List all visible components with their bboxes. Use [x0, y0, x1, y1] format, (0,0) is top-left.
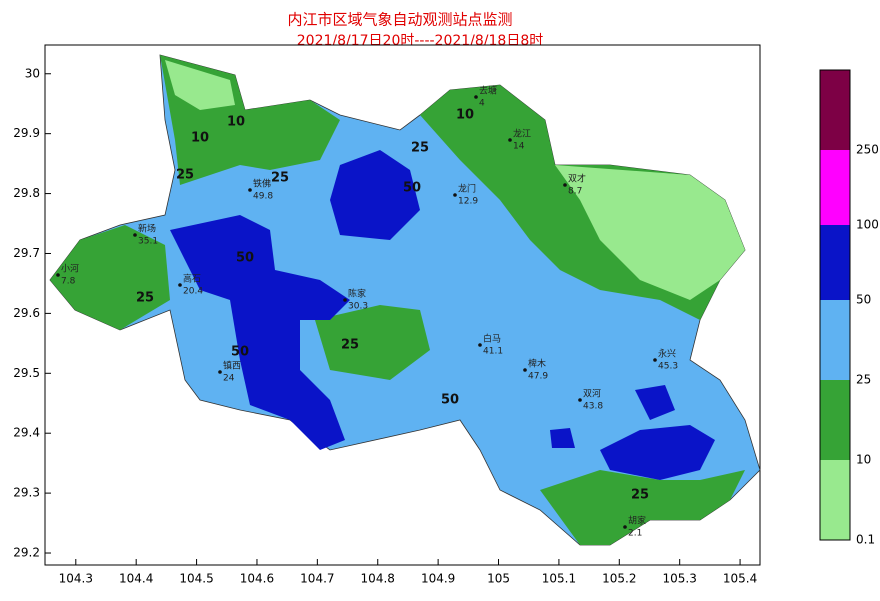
station-value: 35.1 — [138, 237, 158, 247]
station-name: 双才 — [568, 173, 586, 185]
station-name: 椑木 — [528, 358, 546, 370]
x-tick-label: 104.7 — [300, 572, 334, 586]
rain-fields — [49, 54, 761, 546]
contour-label: 10 — [456, 108, 474, 123]
stations: 去塘 4 龙江 14 镇西 24 白马 41.1 陈家 30.3 铁佛 49.8 双才 8.7 小河 7.8 永… — [56, 85, 678, 539]
station-name: 胡家 — [628, 515, 646, 527]
station-value: 14 — [513, 142, 525, 152]
y-tick-label: 29.6 — [13, 306, 40, 320]
x-tick-label: 104.6 — [240, 572, 274, 586]
station-dot — [508, 138, 512, 142]
x-tick-label: 104.9 — [421, 572, 455, 586]
station-dot — [523, 368, 527, 372]
contour-labels: 10 10 25 25 50 50 25 50 25 10 25 50 25 — [136, 108, 649, 503]
contour-label: 50 — [231, 345, 249, 360]
y-tick-label: 29.9 — [13, 126, 40, 140]
x-tick-label: 105.4 — [723, 572, 757, 586]
contour-label: 50 — [441, 393, 459, 408]
y-tick-label: 29.7 — [13, 246, 40, 260]
station-dot — [563, 183, 567, 187]
colorbar-segment — [820, 460, 850, 540]
contour-label: 10 — [227, 115, 245, 130]
station-value: 20.4 — [183, 287, 203, 297]
station-dot — [623, 525, 627, 529]
station-name: 小河 — [61, 263, 79, 275]
title: 内江市区域气象自动观测站点监测 — [287, 11, 512, 29]
station-name: 去塘 — [479, 85, 497, 97]
contour-label: 25 — [341, 338, 359, 353]
station-name: 高石 — [183, 273, 201, 285]
colorbar-frame — [819, 69, 851, 541]
station-dot — [218, 370, 222, 374]
station-dot — [56, 273, 60, 277]
station-value: 8.7 — [568, 187, 582, 197]
y-tick-label: 29.5 — [13, 366, 40, 380]
station-name: 永兴 — [658, 348, 676, 360]
x-tick-label: 105.1 — [542, 572, 576, 586]
y-tick-label: 30 — [25, 66, 40, 80]
legend-label: 10 — [856, 453, 871, 467]
station-dot — [478, 343, 482, 347]
contour-label: 25 — [176, 168, 194, 183]
station-name: 陈家 — [348, 288, 366, 300]
colorbar-segment — [820, 225, 850, 300]
legend-label: 25 — [856, 373, 871, 387]
station-value: 43.8 — [583, 402, 603, 412]
station-value: 30.3 — [348, 302, 368, 312]
station-value: 7.8 — [61, 277, 76, 287]
x-tick-label: 104.4 — [119, 572, 153, 586]
station-dot — [343, 298, 347, 302]
station-value: 47.9 — [528, 372, 548, 382]
x-tick-label: 104.8 — [361, 572, 395, 586]
station-dot — [453, 193, 457, 197]
station-dot — [133, 233, 137, 237]
station-value: 45.3 — [658, 362, 678, 372]
contour-label: 50 — [236, 251, 254, 266]
station-value: 49.8 — [253, 192, 273, 202]
x-tick-label: 105 — [487, 572, 510, 586]
contour-label: 25 — [411, 141, 429, 156]
x-tick-label: 104.3 — [59, 572, 93, 586]
station-name: 新场 — [138, 223, 156, 235]
y-tick-label: 29.3 — [13, 486, 40, 500]
y-tick-label: 29.4 — [13, 426, 40, 440]
contour-label: 25 — [136, 291, 154, 306]
x-tick-label: 104.5 — [179, 572, 213, 586]
contour-label: 10 — [191, 131, 209, 146]
colorbar — [819, 69, 851, 541]
station-name: 镇西 — [223, 360, 241, 372]
y-tick-label: 29.2 — [13, 546, 40, 560]
legend-label: 0.1 — [856, 533, 875, 547]
station-dot — [178, 283, 182, 287]
contour-label: 50 — [403, 181, 421, 196]
x-tick-label: 105.3 — [663, 572, 697, 586]
colorbar-segment — [820, 150, 850, 225]
station-value: 41.1 — [483, 347, 503, 357]
station-value: 12.9 — [458, 197, 478, 207]
colorbar-segment — [820, 380, 850, 460]
colorbar-segment — [820, 300, 850, 380]
station-dot — [578, 398, 582, 402]
contour-label: 25 — [271, 171, 289, 186]
station-name: 白马 — [483, 333, 501, 345]
legend-label: 100 — [856, 218, 879, 232]
station-name: 双河 — [583, 388, 601, 400]
station-name: 龙门 — [458, 183, 476, 195]
station-value: 2.1 — [628, 529, 642, 539]
y-tick-label: 29.8 — [13, 186, 40, 200]
station-dot — [653, 358, 657, 362]
station-value: 4 — [479, 99, 485, 109]
station-value: 24 — [223, 374, 235, 384]
contour-label: 25 — [631, 488, 649, 503]
station-name: 铁佛 — [253, 178, 271, 190]
station-dot — [474, 95, 478, 99]
colorbar-segment — [820, 70, 850, 150]
station-dot — [248, 188, 252, 192]
legend-label: 50 — [856, 293, 871, 307]
x-tick-label: 105.2 — [602, 572, 636, 586]
station-name: 龙江 — [513, 128, 531, 140]
legend-label: 250 — [856, 143, 879, 157]
